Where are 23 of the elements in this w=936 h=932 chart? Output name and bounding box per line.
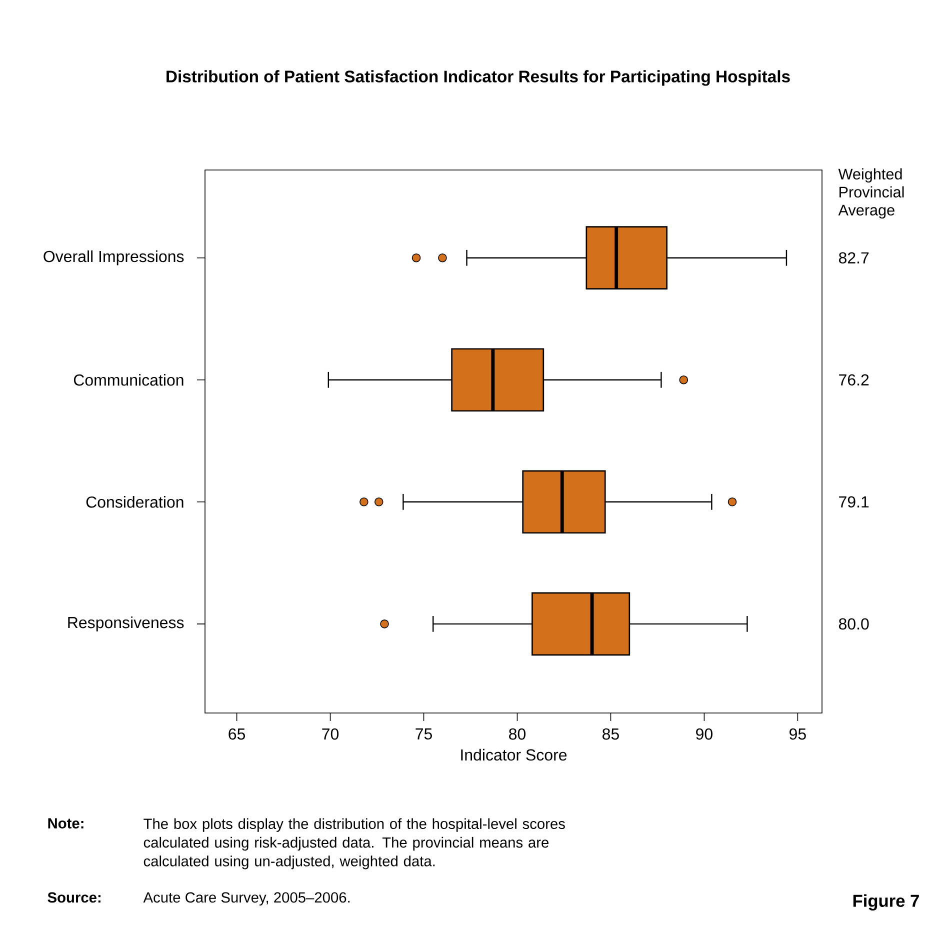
y-tick-label: Overall Impressions xyxy=(44,250,184,266)
x-tick-label: 95 xyxy=(790,728,806,740)
x-tick-label: 75 xyxy=(416,728,432,740)
text: The box plots display the distribution of the hospital-level scores calculated using risk-adjusted data. The provincial means are calculated using un-adjusted, weighted data. xyxy=(144,818,565,870)
text: Note: xyxy=(48,818,84,828)
x-tick-label: 70 xyxy=(322,728,339,740)
text: Weighted Provincial Average xyxy=(838,168,904,219)
y-tick-label: Consideration xyxy=(86,496,184,508)
y-tick-label: Responsiveness xyxy=(68,616,184,632)
source-note: Source: xyxy=(48,892,100,903)
x-tick-label: 80 xyxy=(509,728,526,740)
text: 79.1 xyxy=(839,496,869,508)
text: 82.7 xyxy=(838,252,869,264)
y-tick-label: Communication xyxy=(74,374,184,386)
x-tick-label: 90 xyxy=(696,728,712,740)
text: 76.2 xyxy=(839,374,869,386)
text: 80.0 xyxy=(838,618,869,630)
text: Acute Care Survey, 2005–2006. xyxy=(143,892,350,906)
caption: Figure 7 xyxy=(853,894,919,910)
x-tick-label: 65 xyxy=(228,728,246,740)
x-tick-label: 85 xyxy=(602,728,619,740)
x-axis-title: Indicator Score xyxy=(461,748,567,761)
chart-title: Distribution of Patient Satisfaction Indicator Results for Participating Hospitals xyxy=(166,70,790,86)
